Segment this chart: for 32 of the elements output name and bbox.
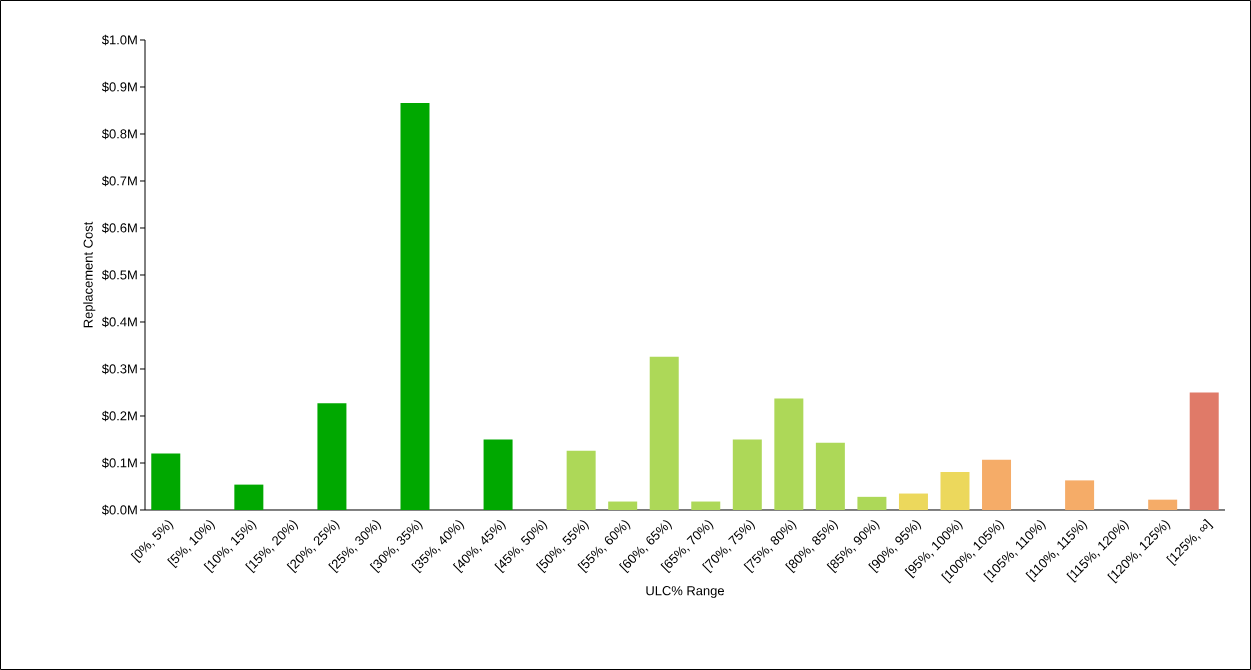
y-axis-title: Replacement Cost (83, 221, 96, 328)
bar (608, 501, 638, 510)
y-tick-label: $0.5M (101, 269, 137, 281)
bar (317, 403, 347, 510)
bar (982, 459, 1012, 510)
y-tick-label: $0.0M (101, 504, 137, 516)
bar (857, 496, 887, 510)
bar (774, 398, 804, 510)
bar (234, 484, 264, 510)
y-tick-label: $0.6M (101, 222, 137, 234)
bar (940, 471, 970, 510)
bar (1065, 480, 1095, 510)
bar (732, 439, 762, 510)
bar (898, 493, 928, 510)
bar (566, 450, 596, 510)
bar (151, 453, 181, 510)
bar (483, 439, 513, 510)
bar (400, 102, 430, 510)
y-tick-label: $0.3M (101, 363, 137, 375)
bar (815, 442, 845, 510)
bar (1148, 499, 1178, 510)
bar (1189, 392, 1219, 510)
y-tick-label: $1.0M (101, 34, 137, 46)
y-tick-label: $0.8M (101, 128, 137, 140)
y-tick-label: $0.4M (101, 316, 137, 328)
y-tick-label: $0.2M (101, 410, 137, 422)
x-axis-title: ULC% Range (646, 586, 724, 598)
y-tick-label: $0.7M (101, 175, 137, 187)
y-tick-label: $0.9M (101, 81, 137, 93)
y-tick-label: $0.1M (101, 457, 137, 469)
bar (691, 501, 721, 510)
bar (649, 356, 679, 510)
